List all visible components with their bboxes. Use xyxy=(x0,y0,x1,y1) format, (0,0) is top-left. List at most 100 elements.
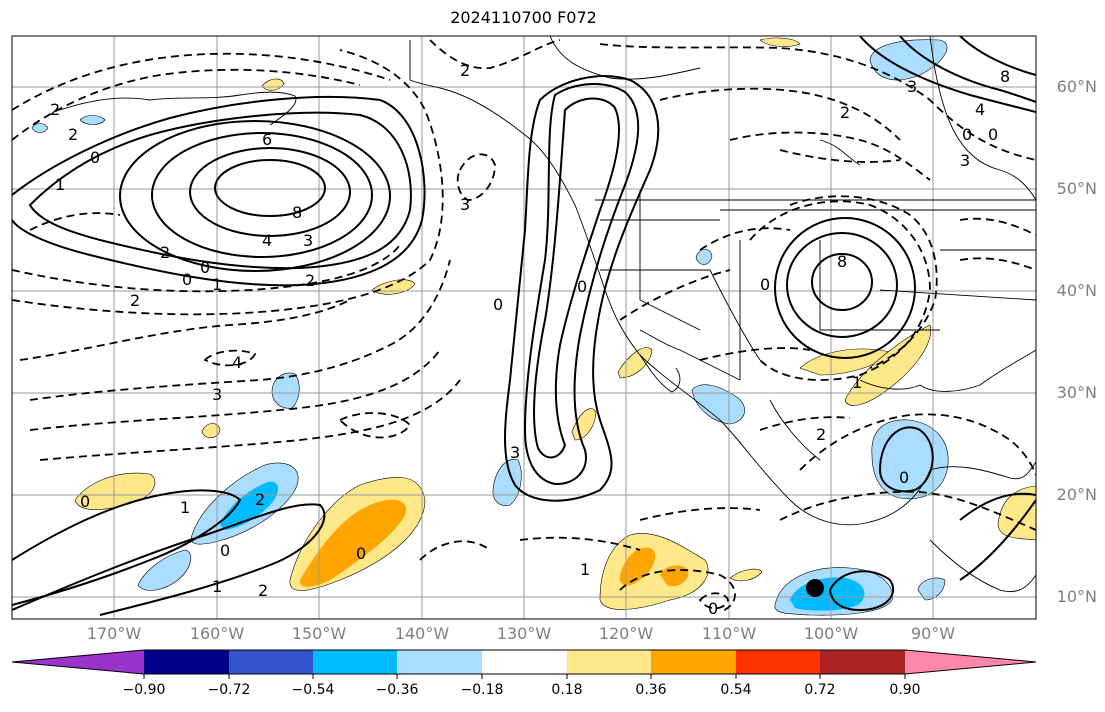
contour-label: 1 xyxy=(212,275,222,294)
positive-shade xyxy=(619,547,656,586)
contour-label: 0 xyxy=(899,468,909,487)
negative-shade xyxy=(492,458,522,506)
contour-label: 2 xyxy=(840,103,850,122)
storm-center-marker xyxy=(806,579,824,597)
lon-label: 90°W xyxy=(910,624,956,643)
colorbar-bin xyxy=(482,650,567,674)
colorbar-tick-label: −0.90 xyxy=(122,682,166,698)
contour-label: 0 xyxy=(220,541,230,560)
contour-label: 0 xyxy=(962,125,972,144)
contour-label: 2 xyxy=(50,100,60,119)
colorbar-bin xyxy=(229,650,313,674)
positive-shade xyxy=(844,324,931,406)
contour-label: 0 xyxy=(493,295,503,314)
contour-label: 2 xyxy=(160,243,170,262)
positive-shade xyxy=(201,423,221,439)
contour-label: 1 xyxy=(212,577,222,596)
contour-label: 2 xyxy=(68,125,78,144)
contour-label: 6 xyxy=(262,130,272,149)
colorbar-tick-label: −0.72 xyxy=(207,682,251,698)
negative-shade xyxy=(917,577,946,601)
colorbar-bin xyxy=(651,650,736,674)
colorbar-tick-label: −0.54 xyxy=(291,682,335,698)
contour-label: 3 xyxy=(510,443,520,462)
positive-shade xyxy=(729,568,763,582)
coastlines xyxy=(59,36,1036,592)
colorbar-bin xyxy=(820,650,905,674)
colorbar-tick-label: 0.18 xyxy=(551,682,583,698)
negative-shade xyxy=(79,115,106,125)
positive-shade xyxy=(997,485,1036,541)
colorbar-bin xyxy=(397,650,482,674)
colorbar-bin xyxy=(313,650,397,674)
lat-label: 10°N xyxy=(1056,587,1097,606)
colorbar-bin xyxy=(736,650,820,674)
contour-label: 2 xyxy=(130,291,140,310)
graticule xyxy=(12,36,1036,619)
contour-label: 3 xyxy=(907,77,917,96)
colorbar-tick-label: −0.18 xyxy=(460,682,504,698)
contour-label: 3 xyxy=(212,385,222,404)
contour-label: 2 xyxy=(258,581,268,600)
colorbar-tick-label: −0.36 xyxy=(375,682,419,698)
colorbar-under-arrow xyxy=(12,650,144,674)
lon-label: 150°W xyxy=(291,624,347,643)
contour-label: 0 xyxy=(577,277,587,296)
contour-label: 2 xyxy=(460,61,470,80)
contour-label: 4 xyxy=(232,353,242,372)
colorbar-tick-label: 0.54 xyxy=(720,682,752,698)
contour-label: 0 xyxy=(80,492,90,511)
lat-label: 40°N xyxy=(1056,281,1097,300)
negative-shade xyxy=(271,372,300,409)
negative-shade xyxy=(220,481,279,530)
contour-label: 0 xyxy=(708,599,718,618)
colorbar-bin xyxy=(567,650,651,674)
positive-shade xyxy=(759,37,801,47)
lat-label: 60°N xyxy=(1056,77,1097,96)
map-frame xyxy=(11,35,1037,620)
lon-label: 100°W xyxy=(803,624,859,643)
contours-solid xyxy=(12,36,1036,616)
contour-label: 2 xyxy=(305,271,315,290)
contour-labels: 2 2 0 1 6 8 2 4 3 0 0 1 2 2 4 3 0 3 0 2 … xyxy=(50,61,1010,618)
colorbar-tick-label: 0.72 xyxy=(804,682,836,698)
lon-label: 170°W xyxy=(86,624,142,643)
negative-shade xyxy=(31,123,49,133)
contour-label: 1 xyxy=(580,560,590,579)
contour-label: 0 xyxy=(760,275,770,294)
negative-shade xyxy=(691,384,745,425)
negative-shade xyxy=(869,39,948,81)
positive-shade xyxy=(299,499,406,587)
contour-label: 4 xyxy=(975,100,985,119)
lat-label: 30°N xyxy=(1056,383,1097,402)
colorbar xyxy=(11,649,1037,679)
contour-label: 0 xyxy=(200,258,210,277)
contour-label: 0 xyxy=(90,148,100,167)
contours-dashed xyxy=(12,39,1036,613)
positive-shade xyxy=(599,533,709,610)
lon-label: 160°W xyxy=(189,624,245,643)
lon-label: 140°W xyxy=(394,624,450,643)
negative-shade xyxy=(137,549,192,591)
shaded-regions xyxy=(31,37,1036,616)
lon-label: 120°W xyxy=(598,624,654,643)
negative-shade xyxy=(695,249,713,265)
colorbar-tick-label: 0.90 xyxy=(889,682,921,698)
map-title: 2024110700 F072 xyxy=(450,8,597,27)
contour-label: 3 xyxy=(960,151,970,170)
contour-label: 4 xyxy=(262,231,272,250)
contour-label: 8 xyxy=(292,203,302,222)
contour-label: 2 xyxy=(816,425,826,444)
lat-label: 50°N xyxy=(1056,179,1097,198)
contour-label: 1 xyxy=(180,498,190,517)
contour-label: 2 xyxy=(255,490,265,509)
contour-label: 1 xyxy=(852,373,862,392)
contour-label: 0 xyxy=(356,544,366,563)
contour-label: 8 xyxy=(837,252,847,271)
contour-label: 0 xyxy=(182,270,192,289)
contour-label: 1 xyxy=(55,175,65,194)
lon-label: 110°W xyxy=(701,624,757,643)
contour-label: 0 xyxy=(988,125,998,144)
colorbar-over-arrow xyxy=(905,650,1036,674)
